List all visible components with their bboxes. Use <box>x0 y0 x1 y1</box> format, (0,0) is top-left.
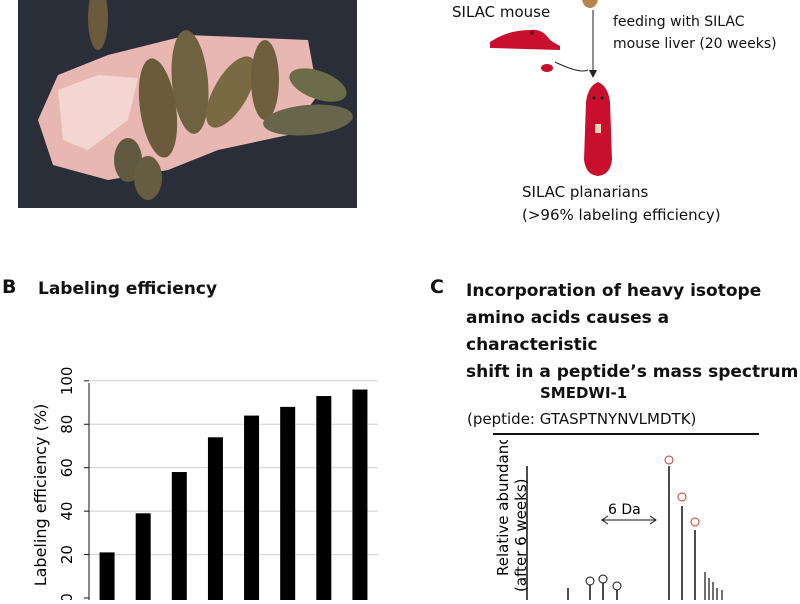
panel-b-title: Labeling efficiency <box>38 279 218 299</box>
labeling-efficiency-chart: 0 20 40 60 80 100 Labeling efficiency (%) <box>0 340 400 603</box>
silac-planarians-line1: SILAC planarians <box>522 183 649 201</box>
silac-planarians-label: SILAC planarians (>96% labeling efficien… <box>522 181 721 227</box>
bar <box>171 472 187 600</box>
shift-label: 6 Da <box>608 502 641 518</box>
y-tick-label: 40 <box>58 502 76 521</box>
silac-schematic-illustration <box>490 0 612 176</box>
silac-planarians-line2: (>96% labeling efficiency) <box>522 206 721 224</box>
heavy-peak-marker <box>677 492 687 502</box>
bar <box>207 437 223 600</box>
y-tick-label: 20 <box>58 545 76 564</box>
arrow-head-icon <box>589 70 597 78</box>
bar <box>244 415 260 600</box>
bar <box>135 513 151 600</box>
bar <box>99 552 115 600</box>
panel-c-letter: C <box>430 276 444 298</box>
light-peak-marker <box>598 574 608 584</box>
panel-c-title-line2: amino acids causes a characteristic <box>466 308 670 355</box>
peptide-underline <box>493 433 759 435</box>
y-tick-label: 0 <box>58 593 76 600</box>
heavy-peak-marker <box>690 517 700 527</box>
spectrum-ylabel-line1: Relative abundance <box>494 440 512 576</box>
y-tick-label: 80 <box>58 415 76 434</box>
food-pellet-icon <box>582 0 598 8</box>
panel-c-title-line1: Incorporation of heavy isotope <box>466 281 762 301</box>
light-peak-marker <box>585 576 595 586</box>
panel-b-letter: B <box>2 276 17 298</box>
silac-mouse-label: SILAC mouse <box>452 3 551 21</box>
planarian-photo-illustration <box>18 0 357 208</box>
light-peak-marker <box>612 581 622 591</box>
mass-spectrum-svg: Relative abundance (after 6 weeks) 6 Da <box>494 427 723 600</box>
y-axis-label: Labeling efficiency (%) <box>31 404 50 587</box>
y-tick-label: 100 <box>58 367 76 396</box>
spectrum-ylabel-line2: (after 6 weeks) <box>512 479 530 593</box>
y-tick-label: 60 <box>58 458 76 477</box>
mouse-icon <box>490 29 560 50</box>
shift-arrow-left-icon <box>601 515 609 525</box>
panel-c-title: Incorporation of heavy isotope amino aci… <box>466 278 800 386</box>
feeding-label: feeding with SILAC mouse liver (20 weeks… <box>613 14 777 52</box>
mass-spectrum: Relative abundance (after 6 weeks) 6 Da <box>460 427 800 600</box>
liver-icon <box>541 64 553 72</box>
planarian-photo <box>18 0 357 208</box>
labeling-efficiency-chart-svg: 0 20 40 60 80 100 Labeling efficiency (%) <box>31 367 378 603</box>
feeding-arrow <box>554 61 589 72</box>
heavy-peak-marker <box>664 455 674 465</box>
shift-arrow-right-icon <box>649 515 657 525</box>
peptide-label: (peptide: GTASPTNYNVLMDTK) <box>467 410 697 428</box>
bar <box>352 389 368 600</box>
panel-c-title-line3: shift in a peptide’s mass spectrum <box>466 362 799 382</box>
protein-name: SMEDWI-1 <box>540 384 628 402</box>
bar <box>280 406 296 600</box>
silac-schematic <box>420 0 800 240</box>
planarian-icon <box>584 82 612 176</box>
bar <box>316 396 332 600</box>
